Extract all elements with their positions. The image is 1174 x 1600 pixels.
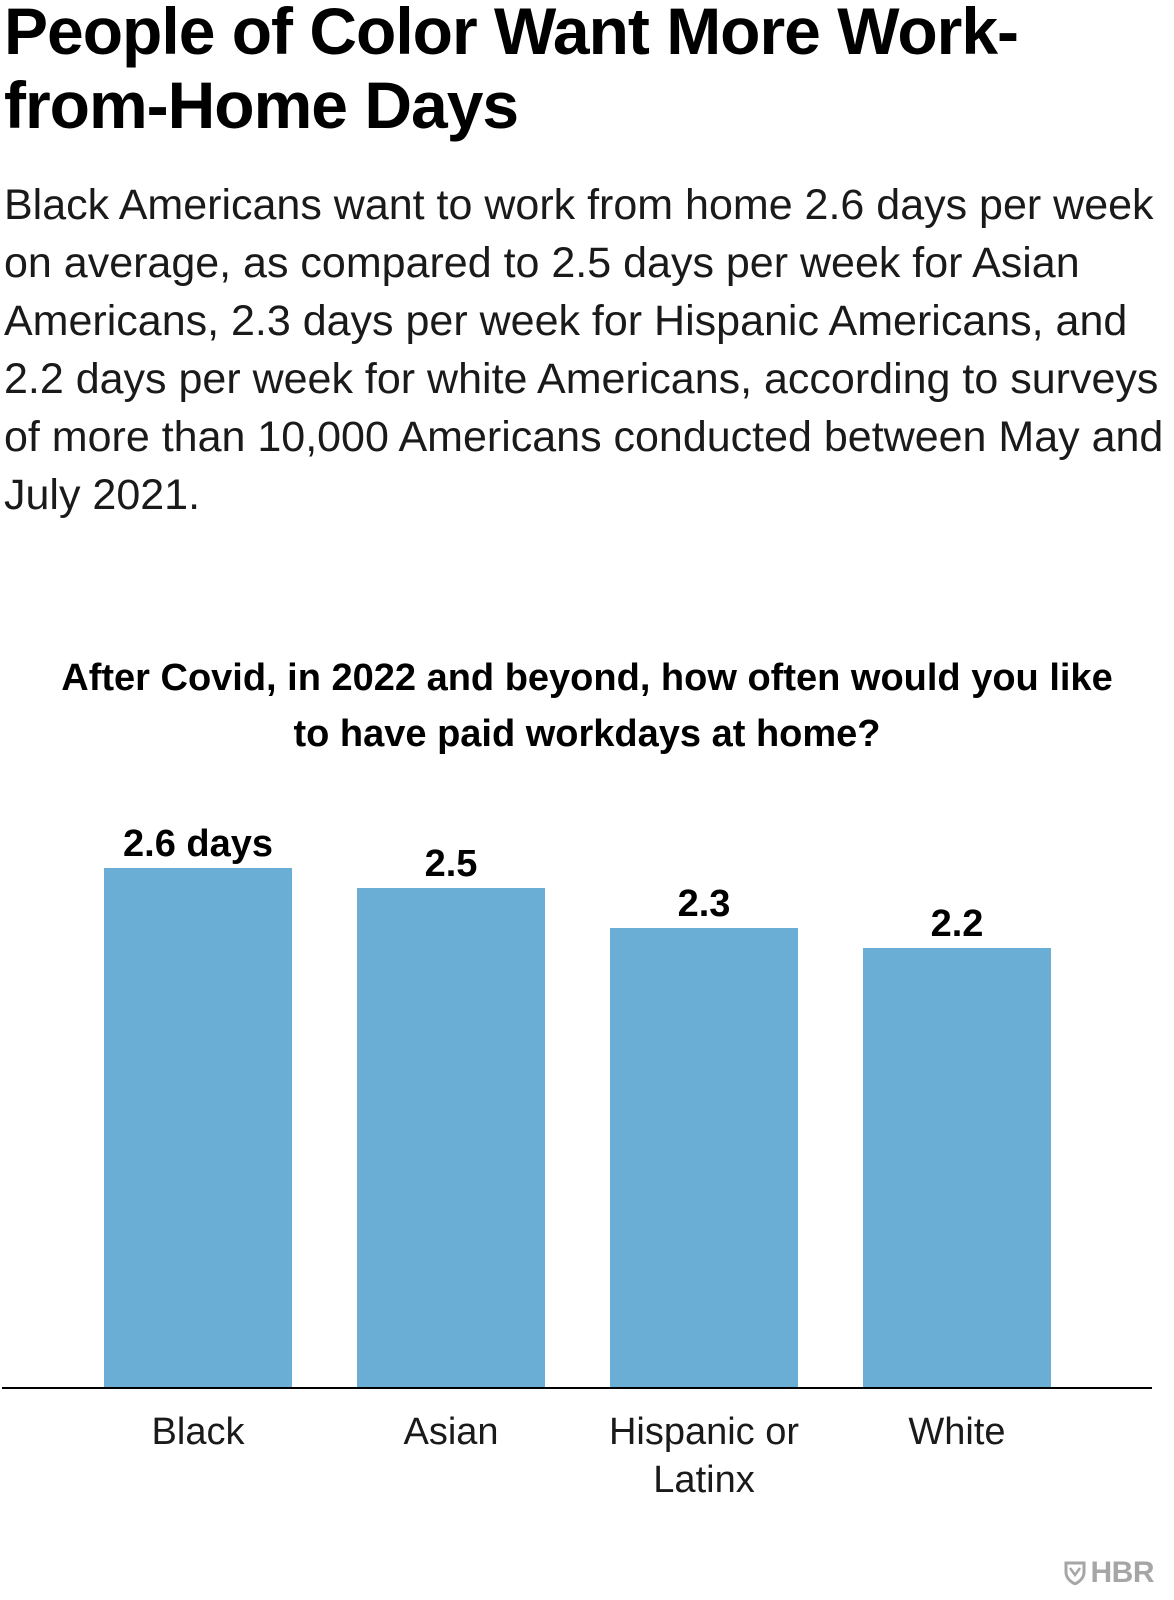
hbr-logo: HBR (1064, 1556, 1155, 1590)
category-label: Black (152, 1411, 246, 1453)
data-label: 2.2 (931, 903, 984, 945)
logo-text: HBR (1090, 1556, 1155, 1589)
chart-title: After Covid, in 2022 and beyond, how oft… (61, 657, 1113, 755)
data-label: 2.6 days (123, 823, 273, 865)
bar-chart: 2.6 days Black 2.5 Asian 2.3 Hispanic or Latin… (2, 823, 1152, 1501)
category-label: White (908, 1411, 1005, 1453)
bar-asian (357, 888, 545, 1388)
dek-text: Black Americans want to work from home 2… (4, 181, 1164, 519)
shield-icon (1064, 1561, 1085, 1585)
headline: People of Color Want More Work-from-Home… (4, 0, 1019, 142)
data-label: 2.5 (425, 843, 478, 885)
category-label: Asian (403, 1411, 498, 1453)
bar-hispanic-or-latinx (610, 928, 798, 1388)
bar-black (104, 868, 292, 1388)
data-label: 2.3 (678, 883, 731, 925)
bar-white (863, 948, 1051, 1388)
category-label: Hispanic or Latinx (609, 1411, 799, 1501)
